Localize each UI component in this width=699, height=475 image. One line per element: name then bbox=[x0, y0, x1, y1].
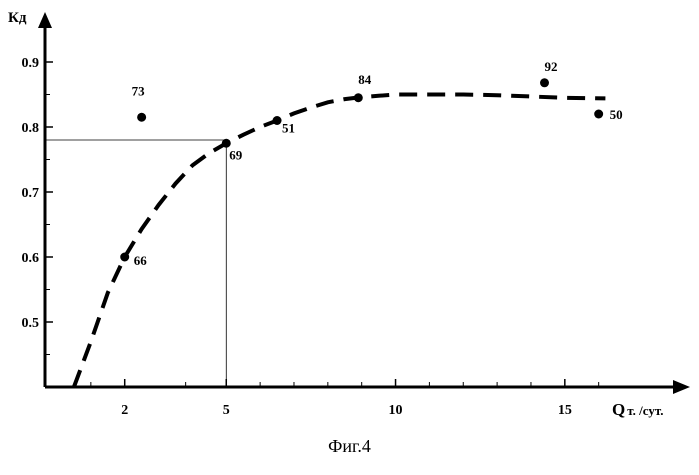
y-tick-label: 0.9 bbox=[22, 56, 40, 71]
data-point bbox=[137, 113, 146, 122]
point-label: 66 bbox=[134, 253, 148, 268]
x-axis-symbol: Q bbox=[612, 400, 625, 419]
data-point bbox=[354, 93, 363, 102]
data-point bbox=[273, 116, 282, 125]
y-tick-label: 0.8 bbox=[22, 121, 40, 136]
x-tick-label: 2 bbox=[121, 403, 128, 418]
point-label: 50 bbox=[610, 107, 623, 122]
data-point bbox=[594, 110, 603, 119]
point-label: 73 bbox=[132, 83, 146, 98]
x-axis-title: Qт. /сут. bbox=[612, 400, 664, 419]
trend-curve-group bbox=[74, 95, 606, 388]
point-label: 92 bbox=[545, 59, 558, 74]
x-tick-label: 5 bbox=[223, 403, 230, 418]
y-tick-label: 0.7 bbox=[22, 186, 40, 201]
figure-caption: Фиг.4 bbox=[0, 436, 699, 457]
data-point bbox=[120, 253, 129, 262]
point-label: 69 bbox=[229, 147, 243, 162]
axes: 0.5 0.6 0.7 0.8 0.9 2 5 10 15 bbox=[22, 12, 691, 418]
y-tick-label: 0.5 bbox=[22, 316, 40, 331]
x-tick-label: 10 bbox=[389, 403, 403, 418]
point-label: 51 bbox=[282, 121, 295, 136]
x-axis-unit: т. /сут. bbox=[627, 403, 663, 418]
x-tick-label: 15 bbox=[558, 403, 572, 418]
data-point bbox=[540, 78, 549, 87]
y-axis-title: Кд bbox=[8, 10, 27, 26]
trend-curve bbox=[74, 95, 606, 388]
y-tick-label: 0.6 bbox=[22, 251, 40, 266]
x-axis-arrow bbox=[673, 380, 690, 394]
y-axis-arrow bbox=[38, 12, 52, 28]
point-label: 84 bbox=[358, 72, 372, 87]
